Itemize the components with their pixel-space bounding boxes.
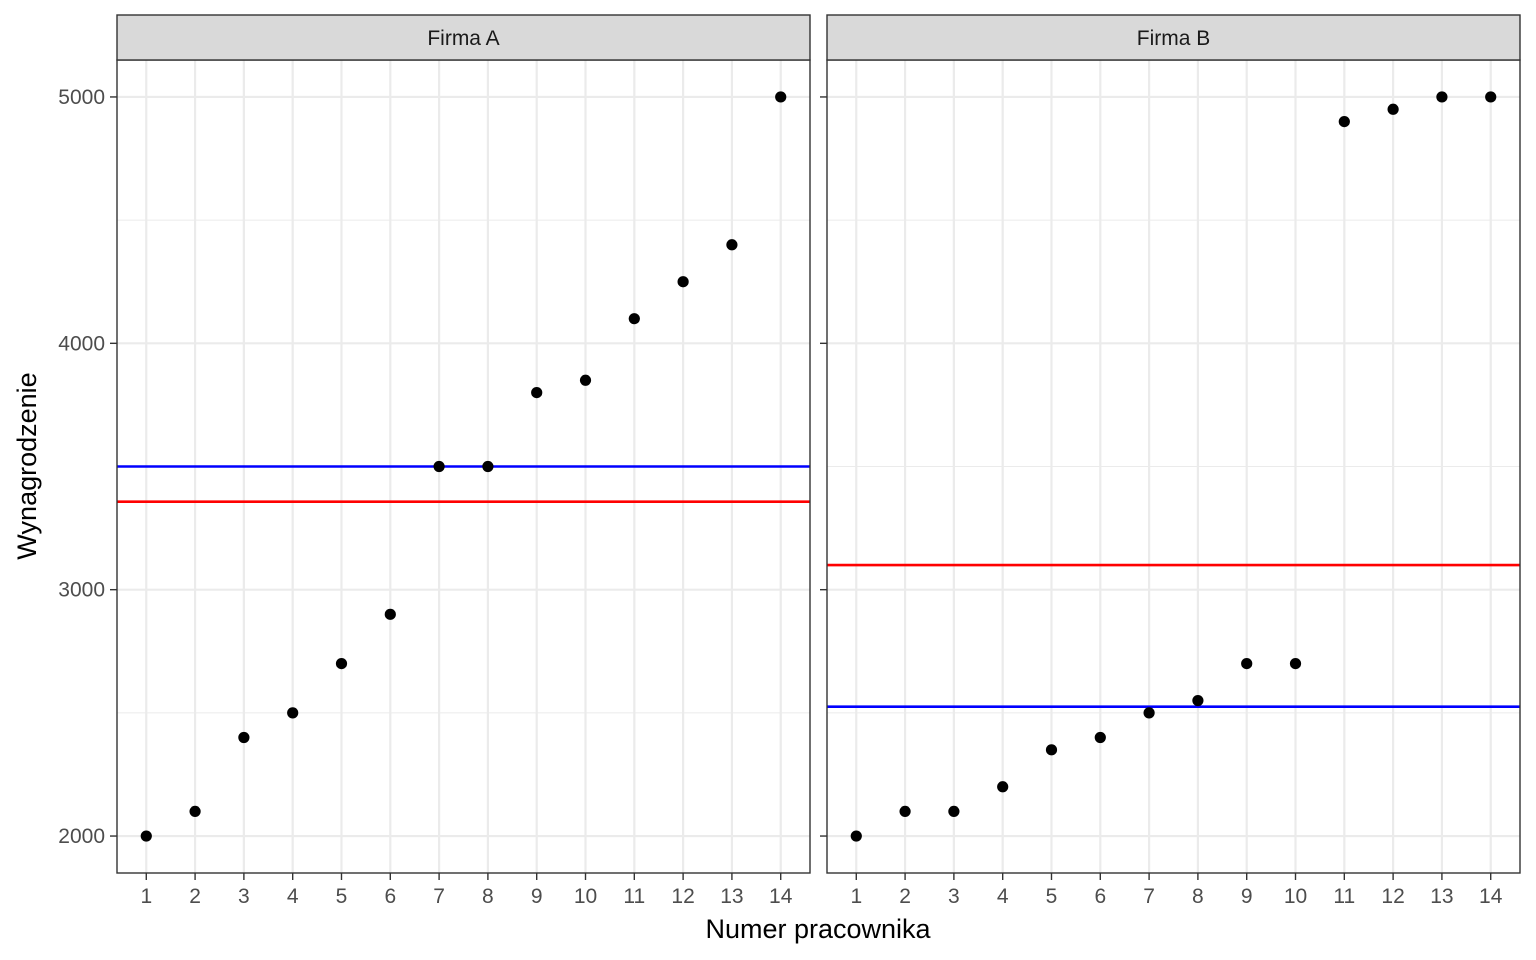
- x-tick-label: 12: [671, 885, 694, 908]
- data-point: [1192, 694, 1204, 707]
- data-point: [140, 830, 152, 842]
- facet-strip-label: Firma B: [1137, 27, 1211, 50]
- x-tick-label: 6: [384, 885, 396, 908]
- data-point: [287, 707, 299, 719]
- data-point: [1436, 91, 1448, 103]
- data-point: [189, 805, 201, 818]
- x-tick-label: 2: [899, 885, 911, 908]
- data-point: [628, 313, 640, 325]
- x-tick-label: 14: [769, 885, 793, 908]
- data-point: [775, 91, 787, 103]
- panel-1: Firma A1 2 3 4 5 6 7 8 9 10 11 12 13 1420003000400050…: [58, 14, 811, 908]
- x-tick-label: 7: [433, 885, 445, 908]
- x-tick-label: 9: [1241, 885, 1253, 908]
- x-tick-label: 10: [1284, 885, 1307, 908]
- y-tick-label: 4000: [58, 332, 105, 355]
- x-tick-label: 7: [1143, 885, 1155, 908]
- x-tick-label: 13: [1430, 885, 1453, 908]
- facet-strip: [116, 14, 811, 61]
- data-point: [335, 657, 348, 670]
- data-point: [726, 239, 738, 251]
- panel-2: Firma B1 2 3 4 5 6 7 8 9 10 11 12 13 14: [820, 14, 1521, 908]
- data-point: [1143, 707, 1155, 719]
- x-tick-label: 12: [1381, 885, 1404, 908]
- x-tick-label: 1: [140, 885, 152, 908]
- x-tick-label: 3: [238, 885, 250, 908]
- x-tick-label: 1: [850, 885, 862, 908]
- data-point: [1338, 115, 1350, 128]
- y-tick-label: 3000: [58, 579, 105, 602]
- data-point: [1289, 657, 1302, 670]
- x-tick-label: 4: [997, 885, 1009, 908]
- x-tick-label: 9: [531, 885, 543, 908]
- x-tick-label: 8: [482, 885, 494, 908]
- panels: Firma A1 2 3 4 5 6 7 8 9 10 11 12 13 1420003000400050…: [58, 14, 1521, 908]
- x-tick-label: 6: [1094, 885, 1106, 908]
- data-point: [1094, 731, 1106, 744]
- data-point: [948, 805, 960, 818]
- data-point: [238, 731, 250, 744]
- data-point: [1387, 103, 1399, 115]
- x-tick-label: 11: [623, 885, 645, 908]
- data-point: [850, 830, 862, 842]
- x-tick-label: 14: [1479, 885, 1503, 908]
- facet-strip: [826, 14, 1521, 61]
- x-tick-label: 13: [720, 885, 743, 908]
- y-tick-label: 5000: [58, 86, 105, 109]
- data-point: [677, 276, 689, 288]
- x-tick-label: 2: [189, 885, 201, 908]
- y-axis-title: Wynagrodzenie: [12, 372, 42, 559]
- x-tick-label: 3: [948, 885, 960, 908]
- data-point: [1045, 744, 1058, 756]
- data-point: [433, 460, 445, 473]
- data-point: [482, 460, 494, 473]
- x-tick-label: 8: [1192, 885, 1204, 908]
- y-tick-label: 2000: [58, 825, 105, 848]
- facet-strip-label: Firma A: [427, 27, 499, 50]
- data-point: [1485, 91, 1497, 103]
- data-point: [579, 374, 592, 386]
- data-point: [384, 608, 396, 620]
- x-tick-label: 10: [574, 885, 597, 908]
- data-point: [997, 781, 1009, 793]
- x-tick-label: 4: [287, 885, 299, 908]
- x-axis-title: Numer pracownika: [705, 914, 931, 944]
- x-tick-label: 5: [1046, 885, 1058, 908]
- data-point: [899, 805, 911, 818]
- data-point: [1241, 657, 1253, 670]
- data-point: [531, 386, 543, 399]
- x-tick-label: 11: [1333, 885, 1355, 908]
- x-tick-label: 5: [336, 885, 348, 908]
